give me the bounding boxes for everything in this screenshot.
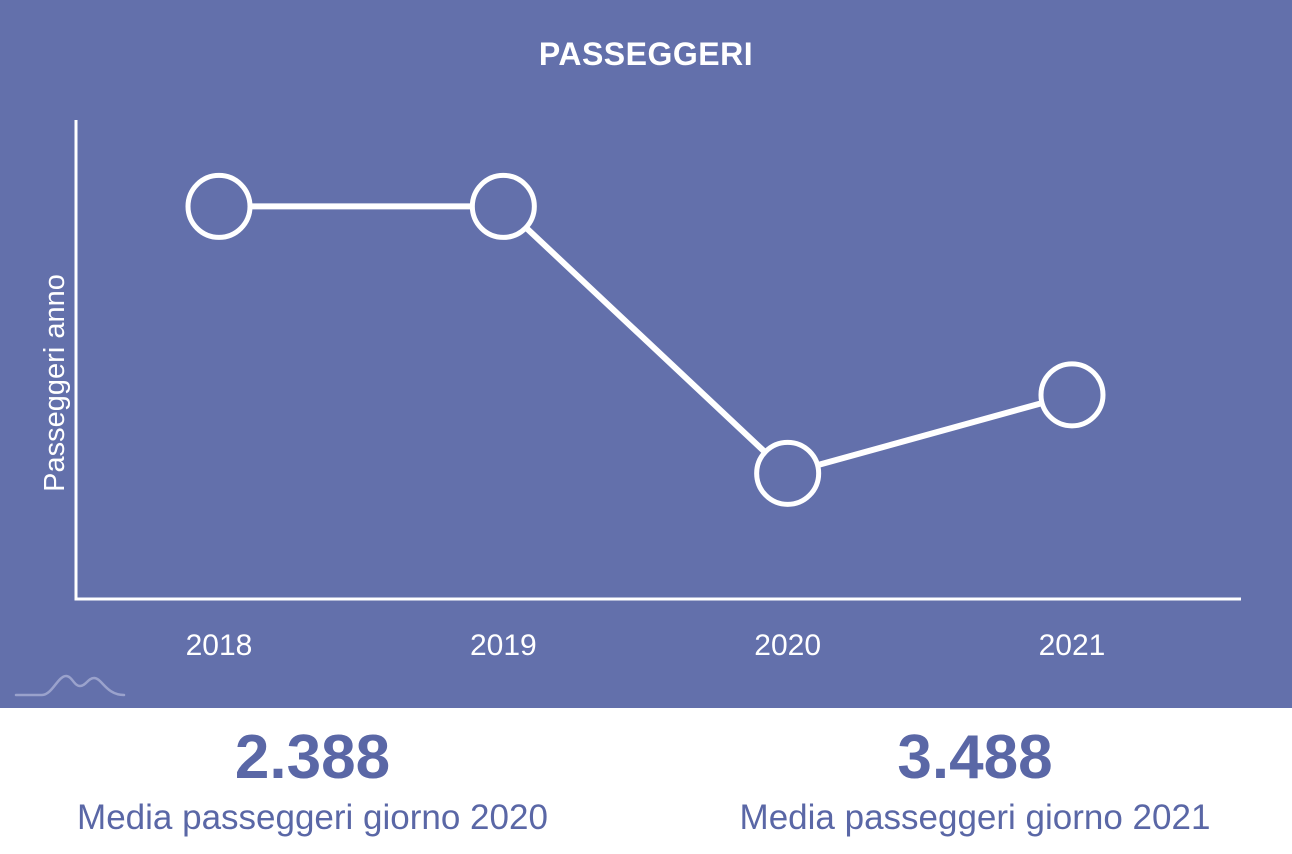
line-chart: Passeggeri anno 2018 2019 2020 2021 [39, 120, 1241, 662]
x-tick-label-2019: 2019 [470, 629, 537, 662]
x-tick-labels: 2018 2019 2020 2021 [186, 629, 1106, 662]
data-point-2021 [1038, 361, 1106, 429]
series-line [219, 203, 1073, 477]
mountain-logo-icon [14, 674, 126, 697]
x-tick-label-2021: 2021 [1039, 629, 1106, 662]
x-tick-label-2018: 2018 [186, 629, 253, 662]
data-point-2018 [185, 172, 253, 240]
chart-panel: PASSEGGERI Passeggeri anno 2018 2019 2020 2… [0, 0, 1292, 708]
stat-2020-caption: Media passeggeri giorno 2020 [77, 798, 548, 837]
chart-title: PASSEGGERI [538, 36, 754, 72]
stat-2021-caption: Media passeggeri giorno 2021 [739, 798, 1211, 837]
stat-2021: 3.488 Media passeggeri giorno 2021 [700, 722, 1250, 840]
chart-axes [74, 120, 1241, 601]
data-point-2019 [469, 172, 537, 240]
data-point-2020 [754, 439, 822, 507]
stat-2020-value: 2.388 [234, 723, 391, 792]
stat-2021-value: 3.488 [897, 723, 1053, 792]
stat-2020: 2.388 Media passeggeri giorno 2020 [40, 722, 585, 840]
x-tick-label-2020: 2020 [754, 629, 821, 662]
y-axis-label: Passeggeri anno [39, 274, 71, 492]
series-layer [185, 172, 1106, 507]
